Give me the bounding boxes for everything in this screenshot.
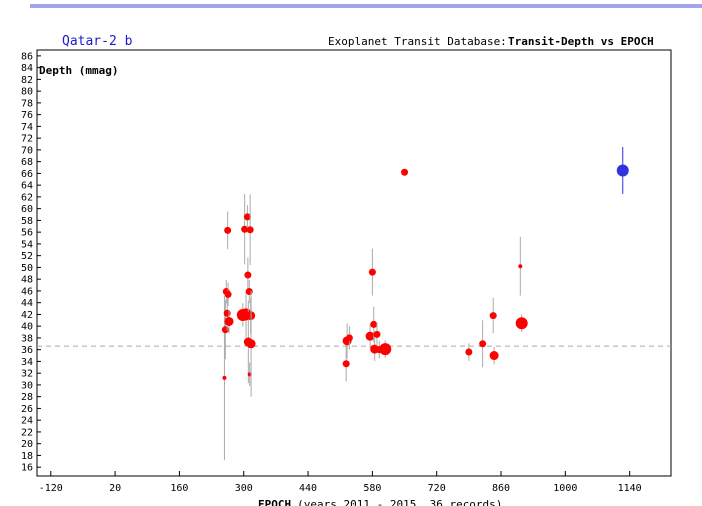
data-point — [465, 348, 473, 356]
y-tick-label: 74 — [21, 122, 33, 133]
data-point — [245, 287, 253, 295]
y-tick-label: 26 — [21, 404, 33, 415]
y-tick-label: 38 — [21, 333, 33, 344]
y-tick-label: 48 — [21, 275, 33, 286]
data-point — [243, 213, 251, 221]
x-axis: -120 20 160 300 440 580 720 860 1000 1140 — [39, 471, 642, 494]
y-tick-label: 30 — [21, 380, 33, 391]
x-tick-label: 300 — [235, 483, 253, 494]
y-tick-label: 20 — [21, 439, 33, 450]
data-point — [224, 316, 234, 326]
data-point — [401, 168, 409, 176]
x-tick-label: 860 — [492, 483, 510, 494]
y-tick-label: 60 — [21, 204, 33, 215]
data-point — [518, 264, 523, 269]
data-point — [241, 225, 249, 233]
y-tick-label: 58 — [21, 216, 33, 227]
data-point — [489, 351, 499, 361]
planet-name: Qatar-2 b — [62, 34, 133, 49]
x-tick-label: 160 — [170, 483, 188, 494]
data-point — [489, 312, 497, 320]
y-tick-label: 16 — [21, 463, 33, 474]
data-point — [345, 334, 353, 342]
plot-area — [36, 49, 672, 477]
y-tick-label: 62 — [21, 192, 33, 203]
y-tick-label: 36 — [21, 345, 33, 356]
y-tick-label: 76 — [21, 110, 33, 121]
x-axis-label-bold: EPOCH — [258, 498, 291, 506]
x-tick-label: 20 — [109, 483, 121, 494]
y-tick-label: 78 — [21, 98, 33, 109]
y-tick-label: 64 — [21, 181, 33, 192]
x-tick-label: 1000 — [553, 483, 577, 494]
y-axis-label: Depth (mmag) — [39, 64, 118, 77]
data-point — [342, 360, 350, 368]
data-point — [221, 326, 229, 334]
y-axis: 1618202224262830323436384042444648505254… — [21, 51, 41, 474]
y-tick-label: 86 — [21, 51, 33, 62]
database-label: Exoplanet Transit Database: — [328, 35, 507, 48]
y-tick-label: 82 — [21, 75, 33, 86]
y-tick-label: 46 — [21, 286, 33, 297]
data-point — [368, 268, 376, 276]
y-tick-label: 72 — [21, 134, 33, 145]
data-point — [515, 317, 528, 330]
data-point — [223, 309, 231, 317]
y-tick-label: 54 — [21, 239, 33, 250]
y-tick-label: 80 — [21, 87, 33, 98]
y-tick-label: 40 — [21, 322, 33, 333]
highlighted-data-point — [616, 164, 629, 177]
data-point — [246, 226, 254, 234]
x-tick-label: 1140 — [618, 483, 642, 494]
y-tick-label: 24 — [21, 416, 33, 427]
y-tick-label: 56 — [21, 228, 33, 239]
plot-title: Transit-Depth vs EPOCH — [508, 35, 654, 48]
y-tick-label: 52 — [21, 251, 33, 262]
y-tick-label: 28 — [21, 392, 33, 403]
y-tick-label: 50 — [21, 263, 33, 274]
x-tick-label: 720 — [428, 483, 446, 494]
y-tick-label: 44 — [21, 298, 33, 309]
x-tick-label: -120 — [39, 483, 63, 494]
x-tick-label: 440 — [299, 483, 317, 494]
y-tick-label: 42 — [21, 310, 33, 321]
x-axis-label-rest: (years 2011 - 2015, 36 records) — [297, 498, 502, 506]
data-point — [244, 271, 252, 279]
data-point — [479, 340, 487, 348]
y-tick-label: 34 — [21, 357, 33, 368]
x-axis-label: EPOCH (years 2011 - 2015, 36 records) — [258, 498, 502, 506]
data-point — [373, 330, 381, 338]
y-tick-label: 68 — [21, 157, 33, 168]
data-point — [222, 375, 227, 380]
data-point — [365, 331, 375, 341]
y-tick-label: 18 — [21, 451, 33, 462]
data-points — [221, 146, 629, 461]
data-point — [370, 320, 378, 328]
y-tick-label: 22 — [21, 427, 33, 438]
y-tick-label: 66 — [21, 169, 33, 180]
y-tick-label: 84 — [21, 63, 33, 74]
y-tick-label: 70 — [21, 145, 33, 156]
x-tick-label: 580 — [363, 483, 381, 494]
data-point — [379, 343, 392, 356]
data-point — [246, 339, 256, 349]
data-point — [224, 290, 232, 298]
data-point — [224, 226, 232, 234]
y-tick-label: 32 — [21, 369, 33, 380]
